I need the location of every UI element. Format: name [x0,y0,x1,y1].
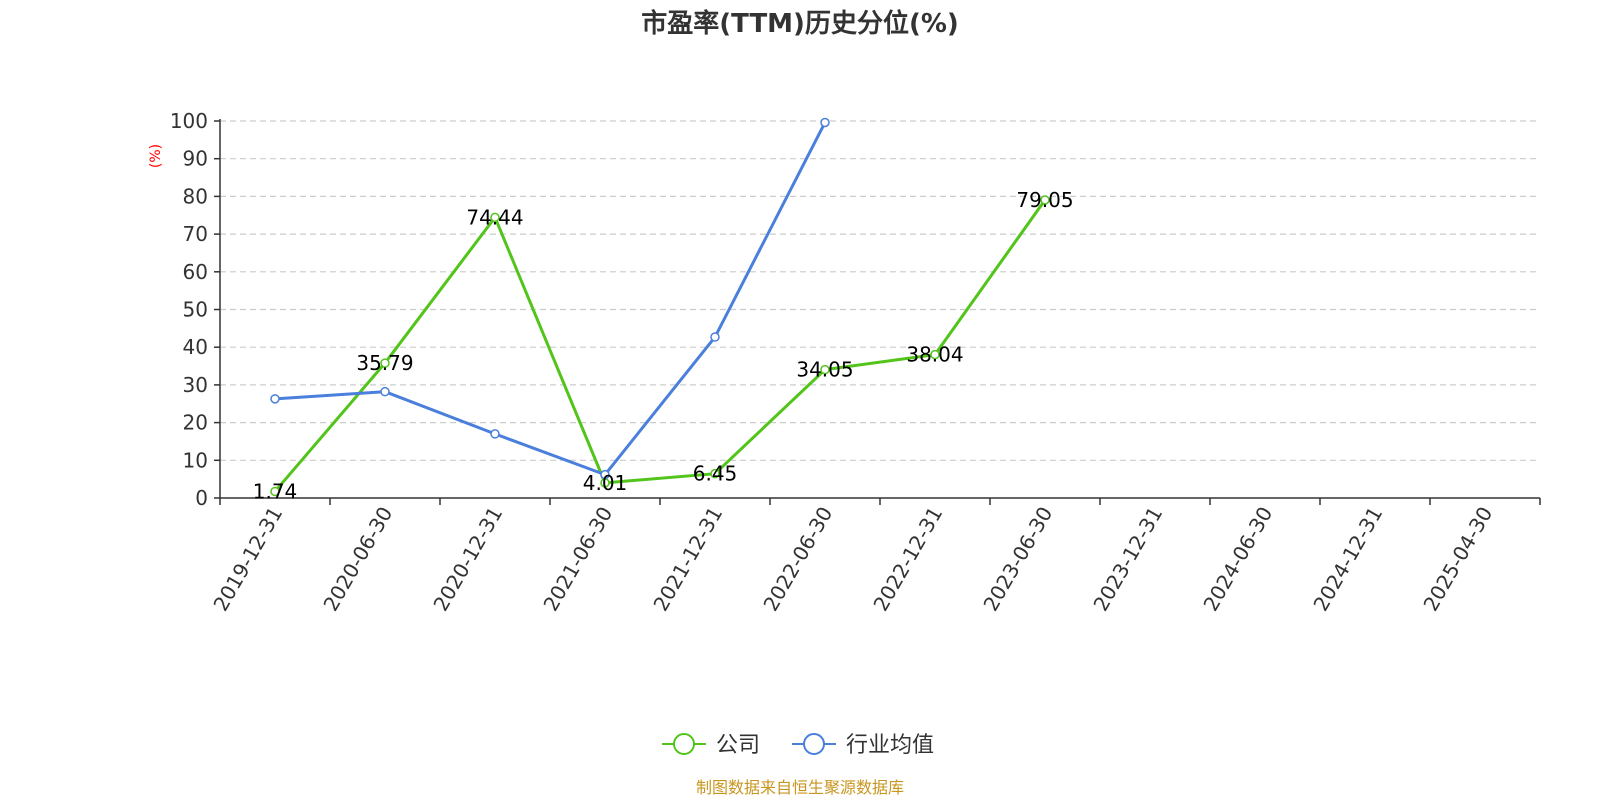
legend-label: 行业均值 [846,733,934,758]
legend-label: 公司 [716,733,760,758]
x-tick-label: 2023-12-31 [1088,503,1167,616]
data-point [930,349,940,360]
x-tick-label: 2022-12-31 [868,503,947,616]
x-tick-label: 2023-06-30 [978,503,1057,616]
legend-marker [803,733,825,755]
data-point [270,486,280,497]
data-point [820,364,830,375]
x-tick-label: 2021-12-31 [648,503,727,616]
x-tick-label: 2024-12-31 [1308,503,1387,616]
data-label: 35.79 [356,351,413,375]
data-point [380,358,390,368]
data-label: 74.44 [466,205,523,229]
series-line-0 [273,199,1047,493]
data-label: 34.05 [796,358,853,382]
x-tick-label: 2020-06-30 [318,503,397,616]
data-point [710,332,720,342]
gridlines [220,120,1540,461]
data-labels: 1.74 35.79 74.44 4.01 6.45 34.05 38.04 79.05 [253,188,1074,503]
data-point [490,429,500,439]
series-line-1 [274,121,827,477]
x-tick-label: 2022-06-30 [758,503,837,616]
data-label: 4.01 [583,471,628,495]
y-tick-label: 40 [183,335,208,359]
data-point [380,386,390,397]
data-point [710,468,720,479]
data-point [1040,195,1050,205]
data-point [600,469,610,480]
x-tick-label: 2019-12-31 [208,503,287,616]
y-tick-label: 20 [183,411,208,435]
series-layer [270,117,1050,497]
y-tick-label: 10 [183,448,208,472]
y-tick-label: 50 [183,298,208,322]
source-note: 制图数据来自恒生聚源数据库 [696,778,904,797]
y-tick-label: 100 [170,109,208,133]
data-label: 79.05 [1016,188,1073,212]
y-tick-label: 30 [183,373,208,397]
x-tick-label: 2020-12-31 [428,503,507,616]
chart-title: 市盈率(TTM)历史分位(%) [641,8,959,39]
y-tick-label: 70 [183,222,208,246]
x-tick-label: 2021-06-30 [538,503,617,616]
x-tick-label: 2025-04-30 [1418,503,1497,616]
data-label: 6.45 [693,462,738,486]
data-point [270,394,280,404]
legend[interactable]: 公司 行业均值 [662,733,934,758]
y-tick-label: 80 [183,184,208,208]
data-point [490,212,500,223]
y-tick-label: 90 [183,147,208,171]
legend-marker [673,733,695,755]
y-tick-label: 60 [183,260,208,284]
y-axis-label: (%) [148,144,164,168]
data-point [820,117,830,128]
x-tick-label: 2024-06-30 [1198,503,1277,616]
data-label: 1.74 [253,479,298,503]
legend-item-1[interactable]: 行业均值 [792,733,934,758]
y-tick-label: 0 [195,486,208,510]
legend-item-0[interactable]: 公司 [662,733,760,758]
data-label: 38.04 [906,343,963,367]
